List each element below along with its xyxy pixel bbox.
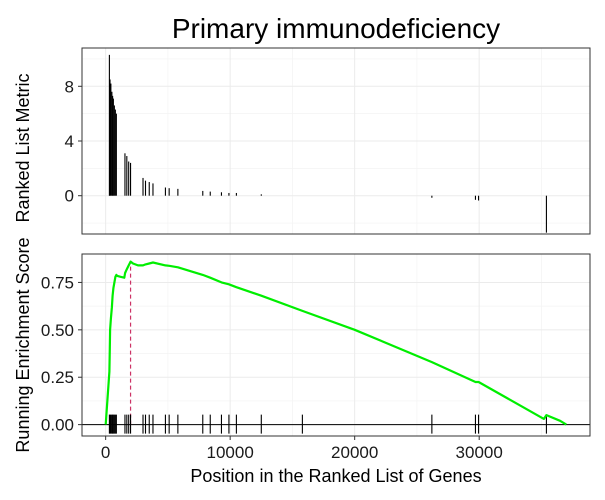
bottom-panel: 0.00 0.25 0.50 0.75 0 10000 20000 30000 Runnin… bbox=[13, 237, 591, 486]
top-y-tick-label: 0 bbox=[65, 187, 74, 206]
top-panel-grid bbox=[82, 48, 590, 234]
bottom-x-axis: 0 10000 20000 30000 bbox=[101, 436, 503, 462]
top-panel: 0 4 8 Ranked List Metric bbox=[13, 47, 591, 235]
enrichment-score-line bbox=[104, 260, 567, 426]
x-tick-label: 10000 bbox=[207, 443, 254, 462]
bottom-y-axis: 0.00 0.25 0.50 0.75 bbox=[41, 273, 82, 435]
x-tick-label: 30000 bbox=[456, 443, 503, 462]
bottom-y-tick-label: 0.00 bbox=[41, 416, 74, 435]
x-tick-label: 0 bbox=[101, 443, 110, 462]
top-y-tick-label: 8 bbox=[65, 77, 74, 96]
bottom-y-tick-label: 0.25 bbox=[41, 368, 74, 387]
bottom-panel-border bbox=[81, 253, 591, 437]
bottom-y-axis-title: Running Enrichment Score bbox=[13, 237, 33, 452]
bottom-panel-background bbox=[82, 254, 590, 436]
ranked-metric-bars bbox=[108, 54, 547, 233]
x-tick-label: 20000 bbox=[331, 443, 378, 462]
enrichment-content bbox=[82, 260, 590, 434]
chart-title: Primary immunodeficiency bbox=[172, 13, 500, 44]
bottom-y-tick-label: 0.50 bbox=[41, 321, 74, 340]
top-y-tick-label: 4 bbox=[65, 132, 74, 151]
bottom-y-tick-label: 0.75 bbox=[41, 273, 74, 292]
top-y-axis-title: Ranked List Metric bbox=[13, 73, 33, 222]
top-y-axis: 0 4 8 bbox=[65, 77, 82, 206]
x-axis-title: Position in the Ranked List of Genes bbox=[190, 466, 481, 486]
